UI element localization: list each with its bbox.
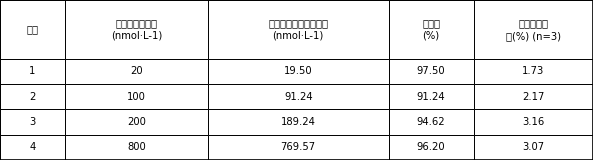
Bar: [474, 0, 593, 59]
Bar: [0, 84, 65, 109]
Text: 100: 100: [127, 92, 146, 102]
Bar: [0, 59, 65, 84]
Bar: [388, 0, 474, 59]
Bar: [474, 84, 593, 109]
Bar: [474, 59, 593, 84]
Bar: [388, 84, 474, 109]
Bar: [65, 109, 208, 135]
Text: 4: 4: [29, 142, 36, 152]
Text: 3.07: 3.07: [522, 142, 544, 152]
Bar: [0, 135, 65, 160]
Bar: [65, 0, 208, 59]
Text: 检测到的妥布霉素含量
(nmol·L-1): 检测到的妥布霉素含量 (nmol·L-1): [268, 18, 328, 41]
Text: 91.24: 91.24: [284, 92, 313, 102]
Text: 19.50: 19.50: [284, 66, 313, 76]
Text: 1.73: 1.73: [522, 66, 544, 76]
Bar: [388, 109, 474, 135]
Bar: [65, 135, 208, 160]
Text: 200: 200: [127, 117, 146, 127]
Text: 1: 1: [29, 66, 36, 76]
Text: 样品: 样品: [26, 24, 39, 34]
Bar: [208, 135, 388, 160]
Text: 91.24: 91.24: [417, 92, 445, 102]
Text: 3: 3: [29, 117, 36, 127]
Bar: [388, 135, 474, 160]
Text: 96.20: 96.20: [417, 142, 445, 152]
Bar: [208, 109, 388, 135]
Text: 2.17: 2.17: [522, 92, 544, 102]
Text: 20: 20: [130, 66, 143, 76]
Bar: [0, 0, 65, 59]
Text: 加入的妥布霉素
(nmol·L-1): 加入的妥布霉素 (nmol·L-1): [111, 18, 162, 41]
Bar: [0, 109, 65, 135]
Bar: [65, 59, 208, 84]
Text: 189.24: 189.24: [280, 117, 315, 127]
Text: 97.50: 97.50: [417, 66, 445, 76]
Bar: [65, 84, 208, 109]
Bar: [208, 0, 388, 59]
Bar: [388, 59, 474, 84]
Bar: [474, 135, 593, 160]
Text: 800: 800: [127, 142, 146, 152]
Text: 3.16: 3.16: [522, 117, 544, 127]
Text: 回收率
(%): 回收率 (%): [422, 18, 440, 41]
Text: 相对标准偏
差(%) (n=3): 相对标准偏 差(%) (n=3): [506, 18, 561, 41]
Text: 769.57: 769.57: [280, 142, 315, 152]
Text: 94.62: 94.62: [417, 117, 445, 127]
Text: 2: 2: [29, 92, 36, 102]
Bar: [208, 59, 388, 84]
Bar: [208, 84, 388, 109]
Bar: [474, 109, 593, 135]
